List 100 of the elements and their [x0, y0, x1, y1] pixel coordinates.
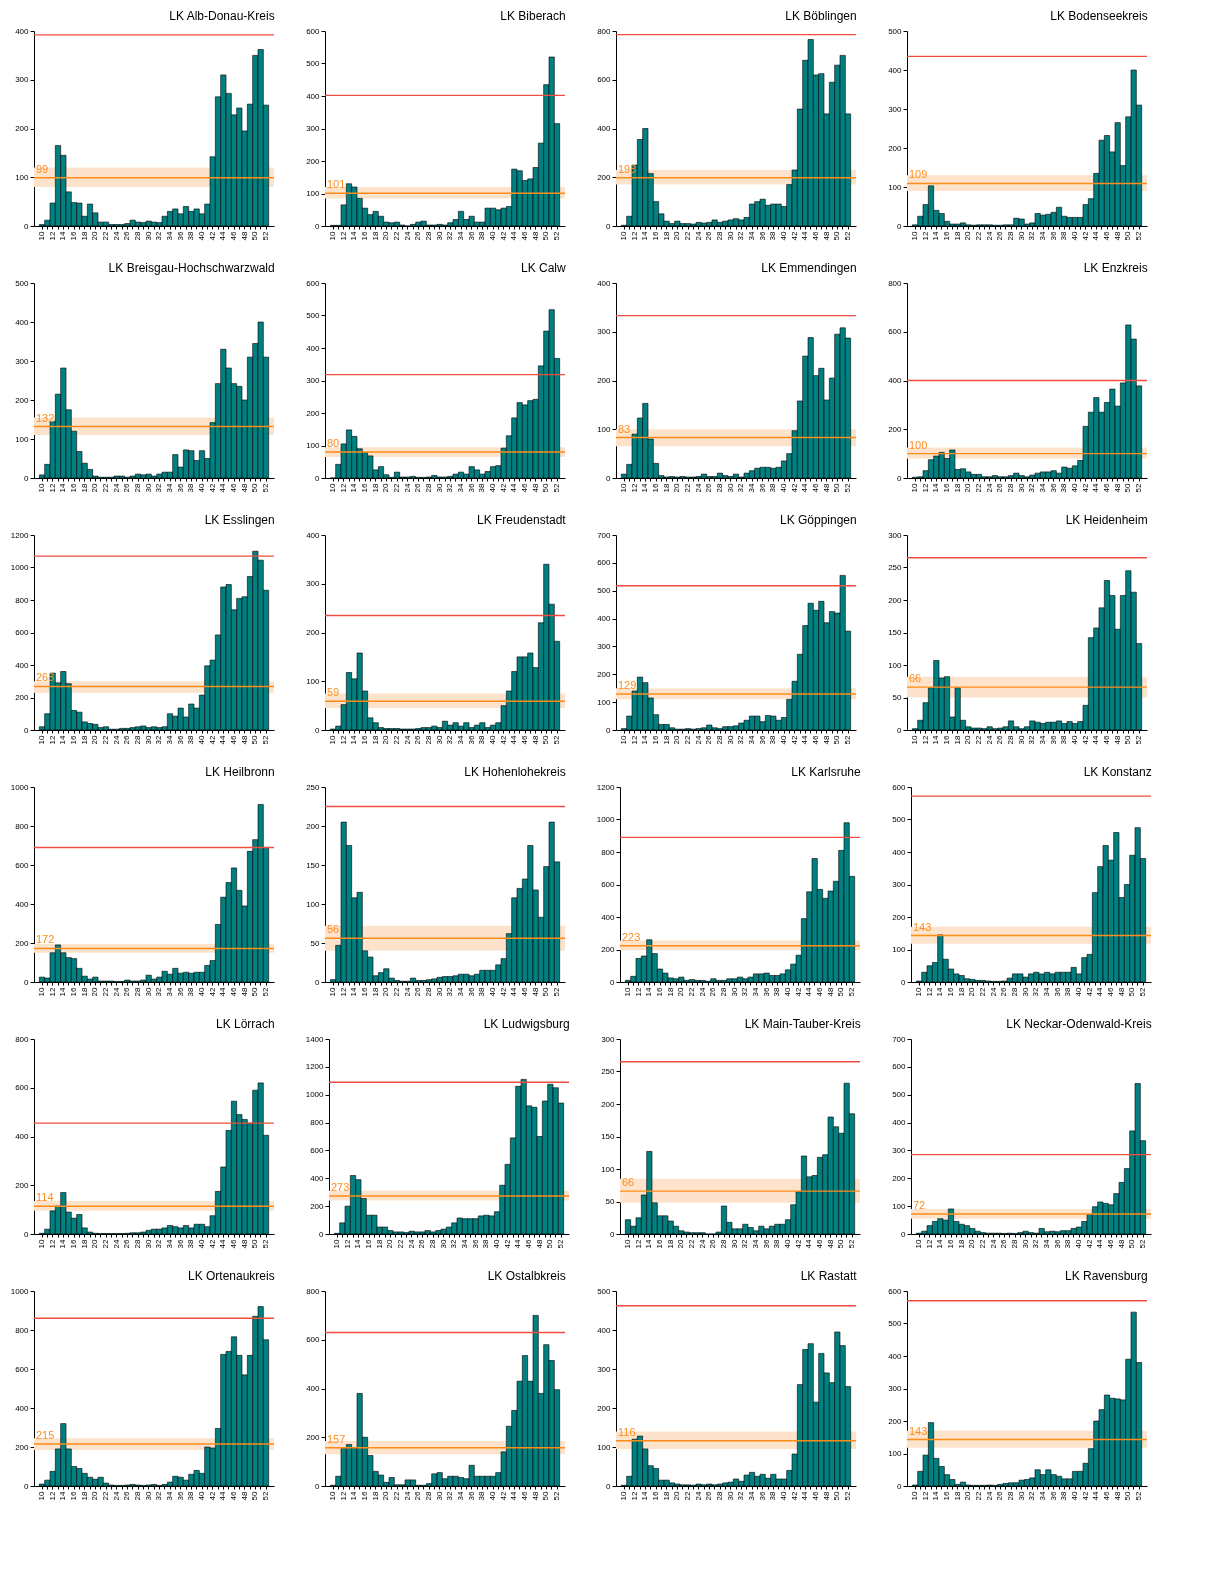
y-tick-label: 500: [892, 1090, 907, 1100]
x-tick-label: 22: [101, 1490, 110, 1501]
x-tick-label: 42: [793, 1238, 803, 1249]
x-tick-label: 30: [729, 986, 739, 997]
x-tick-label: 28: [1010, 1238, 1019, 1249]
y-tick-label: 300: [15, 356, 30, 366]
x-tick-label: 40: [197, 734, 206, 745]
x-tick-label: 30: [725, 734, 735, 745]
x-tick-label: 42: [207, 230, 217, 241]
y-tick-label: 100: [892, 1201, 907, 1211]
ref-line-label: 273: [331, 1180, 350, 1193]
x-tick-label: 48: [1116, 986, 1126, 997]
x-tick-label: 26: [417, 1238, 427, 1249]
ref-line-label: 116: [618, 1425, 636, 1438]
x-tick-label: 40: [488, 986, 497, 997]
ref-line-label: 215: [36, 1429, 55, 1442]
chart-title: LK Heidenheim: [1065, 513, 1148, 527]
x-tick-label: 10: [910, 230, 919, 241]
y-tick-label: 0: [315, 1481, 321, 1491]
x-tick-label: 50: [1123, 734, 1133, 745]
y-tick-label: 200: [15, 938, 30, 948]
x-tick-label: 18: [79, 230, 89, 241]
y-tick-label: 50: [892, 693, 903, 702]
x-tick-label: 28: [1006, 482, 1015, 493]
x-tick-label: 36: [175, 986, 185, 997]
x-tick-label: 18: [952, 482, 962, 493]
x-tick-label: 20: [90, 230, 100, 241]
x-tick-label: 36: [757, 1490, 767, 1501]
x-tick-label: 38: [477, 986, 487, 997]
x-tick-label: 16: [946, 986, 955, 997]
x-tick-label: 46: [815, 986, 824, 997]
y-tick-label: 500: [15, 278, 30, 288]
x-tick-label: 46: [229, 734, 238, 745]
x-tick-label: 30: [729, 1238, 739, 1249]
y-tick-label: 400: [892, 847, 907, 857]
x-tick-label: 14: [640, 1490, 650, 1501]
x-tick-label: 34: [747, 230, 756, 241]
x-tick-label: 30: [143, 230, 153, 241]
x-tick-label: 24: [402, 986, 412, 997]
x-tick-label: 44: [509, 230, 519, 241]
x-tick-label: 20: [963, 230, 973, 241]
x-tick-label: 36: [466, 482, 476, 493]
x-tick-label: 50: [541, 230, 551, 241]
x-tick-label: 32: [740, 1238, 750, 1249]
x-tick-label: 34: [456, 1490, 465, 1501]
y-tick-label: 600: [306, 1335, 321, 1345]
y-tick-label: 400: [15, 317, 30, 327]
y-tick-label: 800: [597, 26, 612, 36]
x-tick-label: 20: [90, 734, 100, 745]
x-tick-label: 10: [910, 482, 919, 493]
x-tick-label: 46: [520, 986, 529, 997]
x-tick-label: 16: [942, 1490, 951, 1501]
x-tick-label: 48: [530, 734, 540, 745]
x-tick-label: 50: [541, 1490, 551, 1501]
chart-title: LK Karlsruhe: [791, 765, 862, 779]
x-tick-label: 16: [69, 734, 78, 745]
y-tick-label: 200: [306, 408, 321, 418]
x-tick-label: 30: [1016, 734, 1026, 745]
x-tick-label: 40: [779, 482, 788, 493]
x-tick-label: 20: [676, 986, 686, 997]
x-tick-label: 30: [434, 986, 444, 997]
x-tick-label: 20: [963, 482, 973, 493]
x-tick-label: 16: [655, 986, 664, 997]
x-tick-label: 22: [683, 1490, 692, 1501]
y-tick-label: 800: [306, 1286, 321, 1296]
y-tick-label: 500: [597, 586, 612, 596]
y-tick-label: 400: [15, 660, 30, 670]
x-tick-label: 44: [509, 482, 519, 493]
y-tick-label: 0: [901, 1229, 907, 1239]
x-tick-label: 50: [832, 1490, 842, 1501]
x-tick-label: 44: [800, 1490, 810, 1501]
x-tick-label: 18: [79, 1238, 89, 1249]
x-tick-label: 42: [498, 482, 508, 493]
x-tick-label: 36: [1048, 734, 1058, 745]
x-tick-label: 18: [374, 1238, 384, 1249]
x-tick-label: 22: [974, 734, 983, 745]
y-tick-label: 150: [888, 628, 903, 637]
y-tick-label: 300: [601, 1034, 616, 1044]
y-tick-label: 150: [306, 860, 321, 870]
x-tick-label: 18: [665, 986, 675, 997]
y-tick-label: 600: [306, 26, 321, 36]
y-tick-label: 100: [888, 1449, 903, 1458]
y-tick-label: 200: [601, 945, 616, 954]
y-tick-label: 0: [24, 221, 30, 231]
x-tick-label: 46: [811, 482, 820, 493]
x-tick-label: 48: [239, 734, 249, 745]
y-tick-label: 600: [15, 1083, 30, 1093]
x-tick-label: 20: [381, 1490, 391, 1501]
x-tick-label: 30: [1020, 1238, 1030, 1249]
x-tick-label: 30: [725, 230, 735, 241]
x-tick-label: 38: [1063, 986, 1073, 997]
x-tick-label: 28: [715, 230, 724, 241]
y-tick-label: 0: [24, 977, 30, 987]
x-tick-label: 28: [133, 734, 142, 745]
y-tick-label: 400: [306, 1384, 321, 1393]
x-tick-label: 14: [931, 482, 941, 493]
x-tick-label: 38: [477, 230, 487, 241]
x-tick-label: 18: [79, 482, 89, 493]
y-tick-label: 200: [597, 172, 612, 182]
y-tick-label: 600: [892, 1062, 907, 1072]
